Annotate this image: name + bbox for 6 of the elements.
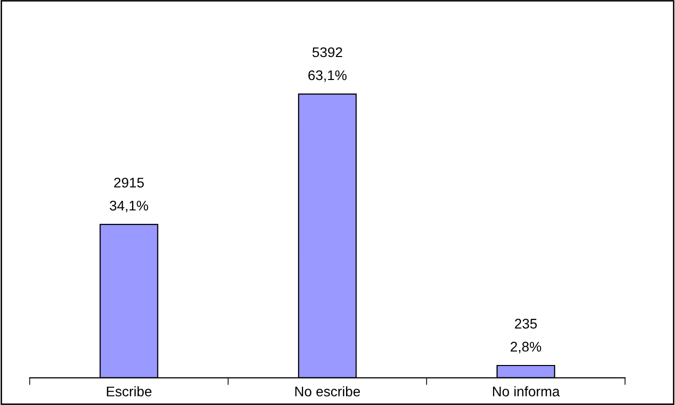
x-tick-label: No escribe	[295, 386, 360, 396]
data-label: 2915 34,1%	[110, 178, 148, 212]
data-label: 235 2,8%	[510, 318, 542, 354]
data-label: 5392 63,1%	[308, 47, 347, 82]
x-tick-label: No informa	[493, 386, 560, 396]
x-tick-label: Escribe	[106, 386, 152, 396]
